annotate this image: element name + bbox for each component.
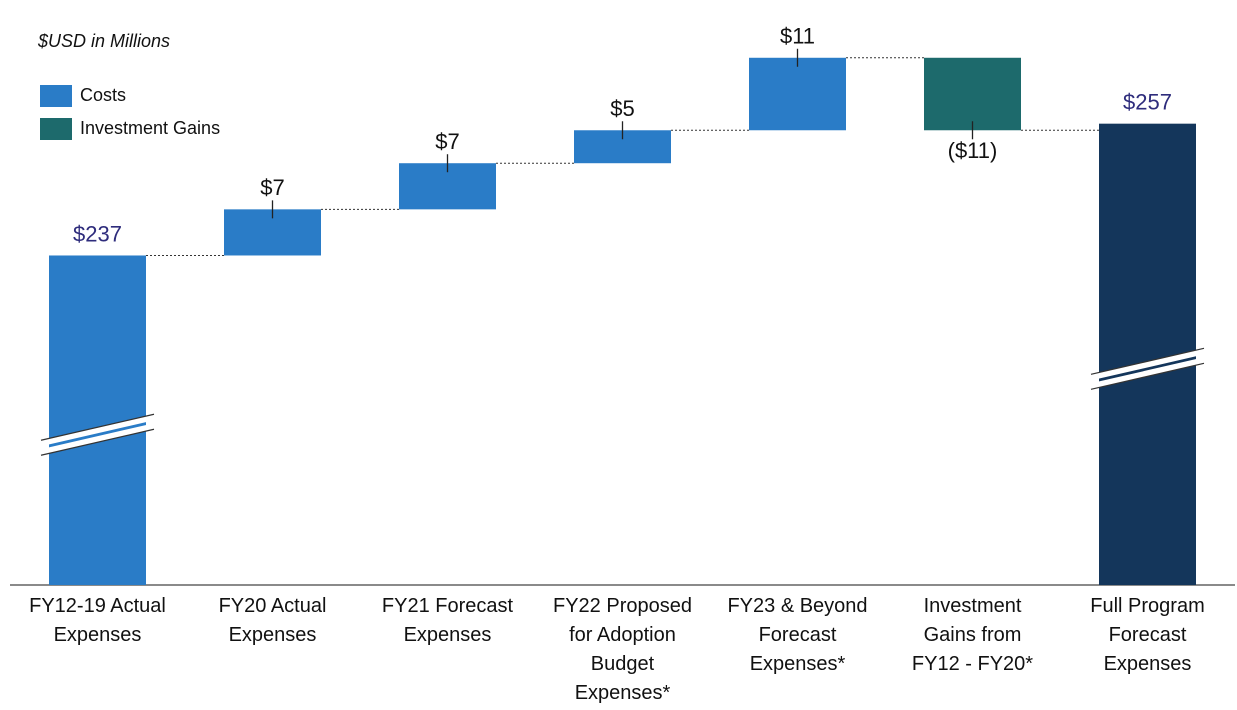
x-tick-label: Full Program Forecast Expenses [1090,595,1204,675]
bar [749,57,846,131]
bar [924,57,1021,131]
x-tick-line: FY20 Actual [219,595,327,617]
value-label: $7 [435,129,459,154]
x-tick-line: Expenses [54,624,142,646]
axis-break-line [1090,347,1205,390]
x-tick-line: FY12-19 Actual [29,595,166,617]
x-tick-line: for Adoption [569,624,676,646]
value-label: $11 [780,24,815,49]
x-tick-label: Investment Gains from FY12 - FY20* [912,595,1033,675]
x-tick-line: FY21 Forecast [382,595,514,617]
x-tick-line: Forecast [1109,624,1187,646]
x-tick-label: FY20 Actual Expenses [219,595,327,646]
axis-break [40,414,155,456]
x-tick-label: FY21 Forecast Expenses [382,595,514,646]
value-label: $7 [260,175,284,200]
chart-title: $USD in Millions [37,31,170,51]
x-tick-line: Full Program [1090,595,1204,617]
x-tick-label: FY23 & Beyond Forecast Expenses* [727,595,867,675]
x-tick-line: Expenses [1104,653,1192,675]
value-label: $257 [1123,89,1172,114]
x-tick-line: Budget [591,653,655,675]
x-tick-line: Investment [924,595,1022,617]
x-tick-line: Gains from [924,624,1022,646]
x-tick-line: FY12 - FY20* [912,653,1033,675]
legend-swatch [40,118,72,140]
x-tick-line: Expenses [229,624,317,646]
x-tick-line: FY23 & Beyond [727,595,867,617]
x-tick-line: Expenses* [575,682,671,704]
x-tick-line: Expenses* [750,653,846,675]
x-tick-line: Forecast [759,624,837,646]
x-tick-label: FY22 Proposed for Adoption Budget Expenses* [553,595,692,704]
axis-break-line [40,413,155,456]
x-tick-line: FY22 Proposed [553,595,692,617]
legend-label: Costs [80,85,126,105]
value-label: ($11) [948,138,998,163]
legend-label: Investment Gains [80,118,220,138]
x-tick-label: FY12-19 Actual Expenses [29,595,166,646]
axis-break [1090,348,1205,390]
x-tick-line: Expenses [404,624,492,646]
value-label: $237 [73,221,122,246]
legend-swatch [40,85,72,107]
value-label: $5 [610,96,634,121]
